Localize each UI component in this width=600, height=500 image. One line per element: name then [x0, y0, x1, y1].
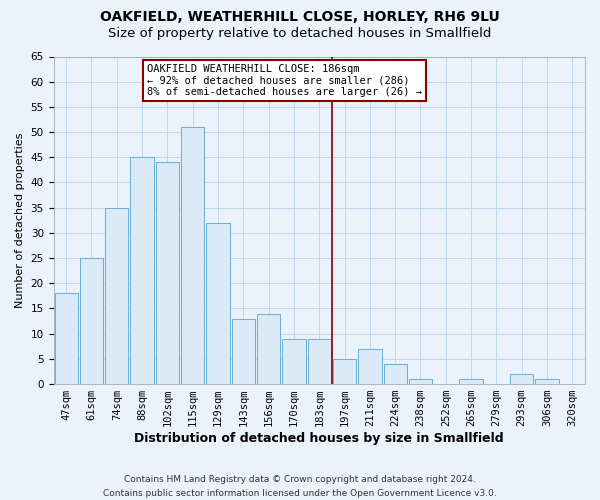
- Bar: [130, 158, 154, 384]
- Bar: [535, 379, 559, 384]
- Bar: [409, 379, 432, 384]
- Text: OAKFIELD, WEATHERHILL CLOSE, HORLEY, RH6 9LU: OAKFIELD, WEATHERHILL CLOSE, HORLEY, RH6…: [100, 10, 500, 24]
- Text: OAKFIELD WEATHERHILL CLOSE: 186sqm
← 92% of detached houses are smaller (286)
8%: OAKFIELD WEATHERHILL CLOSE: 186sqm ← 92%…: [147, 64, 422, 98]
- Bar: [156, 162, 179, 384]
- Bar: [181, 127, 205, 384]
- Bar: [80, 258, 103, 384]
- Bar: [232, 318, 255, 384]
- Bar: [55, 294, 78, 384]
- Bar: [333, 359, 356, 384]
- Bar: [257, 314, 280, 384]
- Bar: [383, 364, 407, 384]
- Y-axis label: Number of detached properties: Number of detached properties: [15, 132, 25, 308]
- Bar: [460, 379, 483, 384]
- Bar: [510, 374, 533, 384]
- Bar: [358, 349, 382, 384]
- Text: Size of property relative to detached houses in Smallfield: Size of property relative to detached ho…: [109, 28, 491, 40]
- Bar: [206, 223, 230, 384]
- Bar: [308, 338, 331, 384]
- Bar: [283, 338, 305, 384]
- Bar: [105, 208, 128, 384]
- Text: Contains HM Land Registry data © Crown copyright and database right 2024.
Contai: Contains HM Land Registry data © Crown c…: [103, 476, 497, 498]
- X-axis label: Distribution of detached houses by size in Smallfield: Distribution of detached houses by size …: [134, 432, 504, 445]
